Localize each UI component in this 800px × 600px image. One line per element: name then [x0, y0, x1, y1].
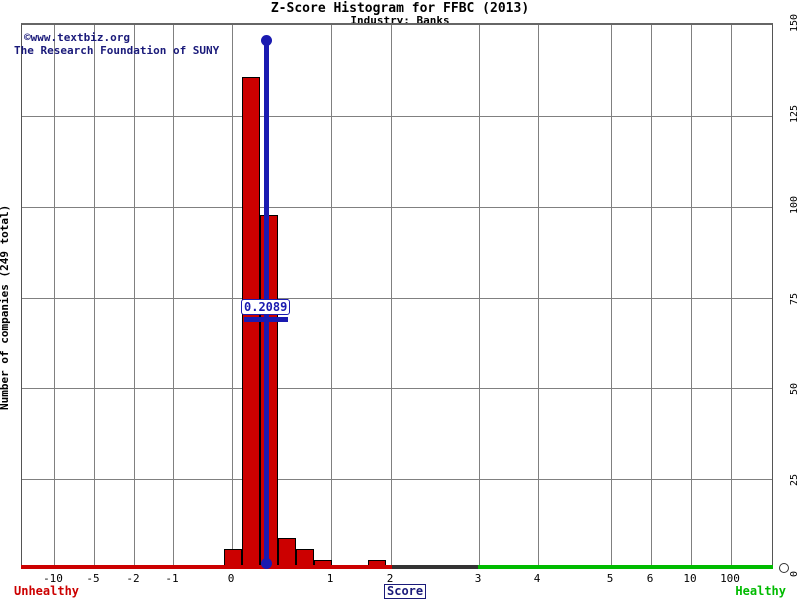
x-gridline [232, 25, 233, 567]
marker-dot-top [261, 35, 272, 46]
x-tick-label: 5 [606, 572, 614, 585]
x-tick-label: 10 [683, 572, 697, 585]
y-tick-label: 125 [789, 104, 800, 123]
x-tick-label: 3 [474, 572, 482, 585]
x-tick-label: -2 [126, 572, 140, 585]
y-tick-label: 75 [789, 292, 800, 305]
y-gridline [22, 479, 772, 481]
x-gridline [173, 25, 174, 567]
marker-value-label: 0.2089 [241, 299, 291, 315]
x-gridline [731, 25, 732, 567]
x-tick-label: -10 [43, 572, 63, 585]
y-tick-label: 50 [789, 383, 800, 396]
unhealthy-label: Unhealthy [14, 584, 80, 598]
x-gridline [331, 25, 332, 567]
y-gridline [22, 206, 772, 208]
y-gridline [22, 115, 772, 117]
health-segment-gray [392, 565, 478, 569]
y-tick-label: 150 [789, 13, 800, 32]
x-gridline [54, 25, 55, 567]
x-tick-label: 0 [227, 572, 235, 585]
page-title: Z-Score Histogram for FFBC (2013) [270, 1, 530, 16]
x-gridline [651, 25, 652, 567]
healthy-label: Healthy [735, 584, 786, 598]
x-gridline [538, 25, 539, 567]
y-tick-label: 25 [789, 474, 800, 487]
histogram-bar [278, 537, 296, 567]
y-tick-label: 100 [789, 195, 800, 214]
credit-line-1: ©www.textbiz.org [24, 31, 130, 44]
histogram-bar [260, 214, 278, 567]
y-axis-label: Number of companies (249 total) [0, 204, 11, 410]
x-gridline [479, 25, 480, 567]
x-tick-label: 2 [386, 572, 394, 585]
x-tick-label: 6 [646, 572, 654, 585]
x-gridline [94, 25, 95, 567]
plot-area [21, 23, 773, 568]
y-tick-label: 0 [789, 570, 800, 577]
scale-end-marker-icon [779, 563, 789, 573]
x-axis-title: Score [384, 584, 427, 599]
x-gridline [691, 25, 692, 567]
x-tick-label: 1 [326, 572, 334, 585]
y-gridline [22, 297, 772, 299]
credit-line-2: The Research Foundation of SUNY [14, 44, 220, 57]
marker-whisker [244, 317, 288, 322]
x-tick-label: 100 [720, 572, 740, 585]
x-tick-label: 4 [533, 572, 541, 585]
health-segment-healthy [478, 565, 773, 569]
y-gridline [22, 388, 772, 390]
x-tick-label: -5 [86, 572, 100, 585]
x-gridline [134, 25, 135, 567]
health-segment-unhealthy [21, 565, 392, 569]
x-gridline [611, 25, 612, 567]
x-gridline [391, 25, 392, 567]
marker-dot-bottom [261, 558, 272, 569]
x-tick-label: -1 [165, 572, 179, 585]
